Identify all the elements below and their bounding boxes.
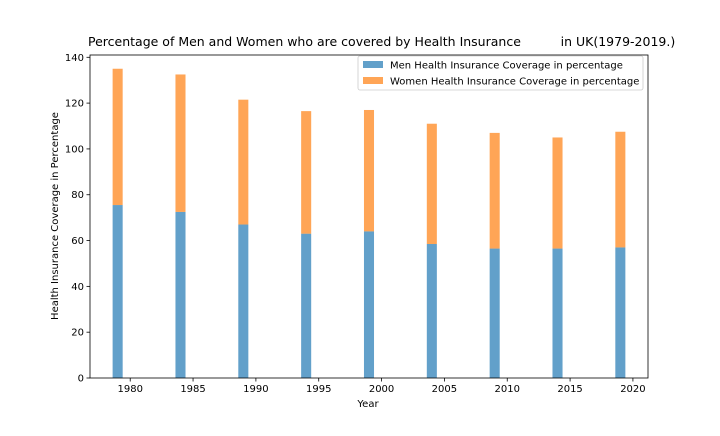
bar-women-1994 bbox=[301, 111, 312, 234]
y-tick-label: 80 bbox=[71, 190, 84, 201]
x-tick-label: 2005 bbox=[432, 384, 457, 395]
x-tick-label: 1995 bbox=[306, 384, 331, 395]
bar-women-2009 bbox=[489, 132, 500, 249]
legend-label-men: Men Health Insurance Coverage in percent… bbox=[390, 61, 623, 72]
bar-men-1999 bbox=[363, 231, 375, 378]
bar-women-2004 bbox=[426, 123, 437, 244]
bar-men-1984 bbox=[175, 211, 186, 378]
legend-swatch-women bbox=[363, 77, 383, 84]
bar-men-1989 bbox=[238, 224, 249, 378]
plot-frame bbox=[89, 54, 649, 379]
x-tick-label: 2020 bbox=[620, 384, 645, 395]
bar-women-2014 bbox=[552, 137, 563, 249]
y-tick-label: 60 bbox=[71, 236, 84, 247]
bar-women-1984 bbox=[175, 74, 186, 212]
x-tick-label: 1980 bbox=[117, 384, 142, 395]
legend-swatch-men bbox=[363, 61, 383, 68]
legend: Men Health Insurance Coverage in percent… bbox=[357, 55, 644, 91]
chart-title: Percentage of Men and Women who are cove… bbox=[88, 34, 675, 49]
y-tick-label: 0 bbox=[78, 374, 84, 385]
x-tick-label: 1985 bbox=[180, 384, 205, 395]
bars-layer bbox=[112, 68, 626, 378]
x-tick-label: 1990 bbox=[243, 384, 268, 395]
y-tick-label: 40 bbox=[71, 282, 84, 293]
y-tick-label: 120 bbox=[65, 99, 84, 110]
x-axis-label: Year bbox=[356, 399, 379, 410]
bar-men-2014 bbox=[552, 248, 563, 378]
legend-label-women: Women Health Insurance Coverage in perce… bbox=[390, 77, 639, 88]
bar-men-1979 bbox=[112, 205, 123, 378]
bar-women-1979 bbox=[112, 68, 123, 206]
bar-women-2019 bbox=[615, 131, 626, 248]
bar-men-2009 bbox=[489, 248, 500, 378]
bar-men-2004 bbox=[426, 243, 437, 378]
x-tick-label: 2010 bbox=[495, 384, 520, 395]
bar-women-1989 bbox=[238, 99, 249, 225]
legend-frame bbox=[357, 55, 644, 91]
bar-women-1999 bbox=[363, 109, 375, 232]
axes-layer: 1980 1985 1990 1995 2000 2005 2010 2015 2020 0 20 4… bbox=[65, 53, 649, 395]
x-tick-label: 2015 bbox=[557, 384, 582, 395]
y-tick-label: 140 bbox=[65, 53, 84, 64]
x-tick-label: 2000 bbox=[369, 384, 394, 395]
y-tick-label: 20 bbox=[71, 328, 84, 339]
y-axis-label: Health Insurance Coverage in Percentage bbox=[50, 112, 61, 320]
bar-men-2019 bbox=[615, 247, 626, 378]
y-tick-label: 100 bbox=[65, 144, 84, 155]
bar-men-1994 bbox=[301, 233, 312, 378]
